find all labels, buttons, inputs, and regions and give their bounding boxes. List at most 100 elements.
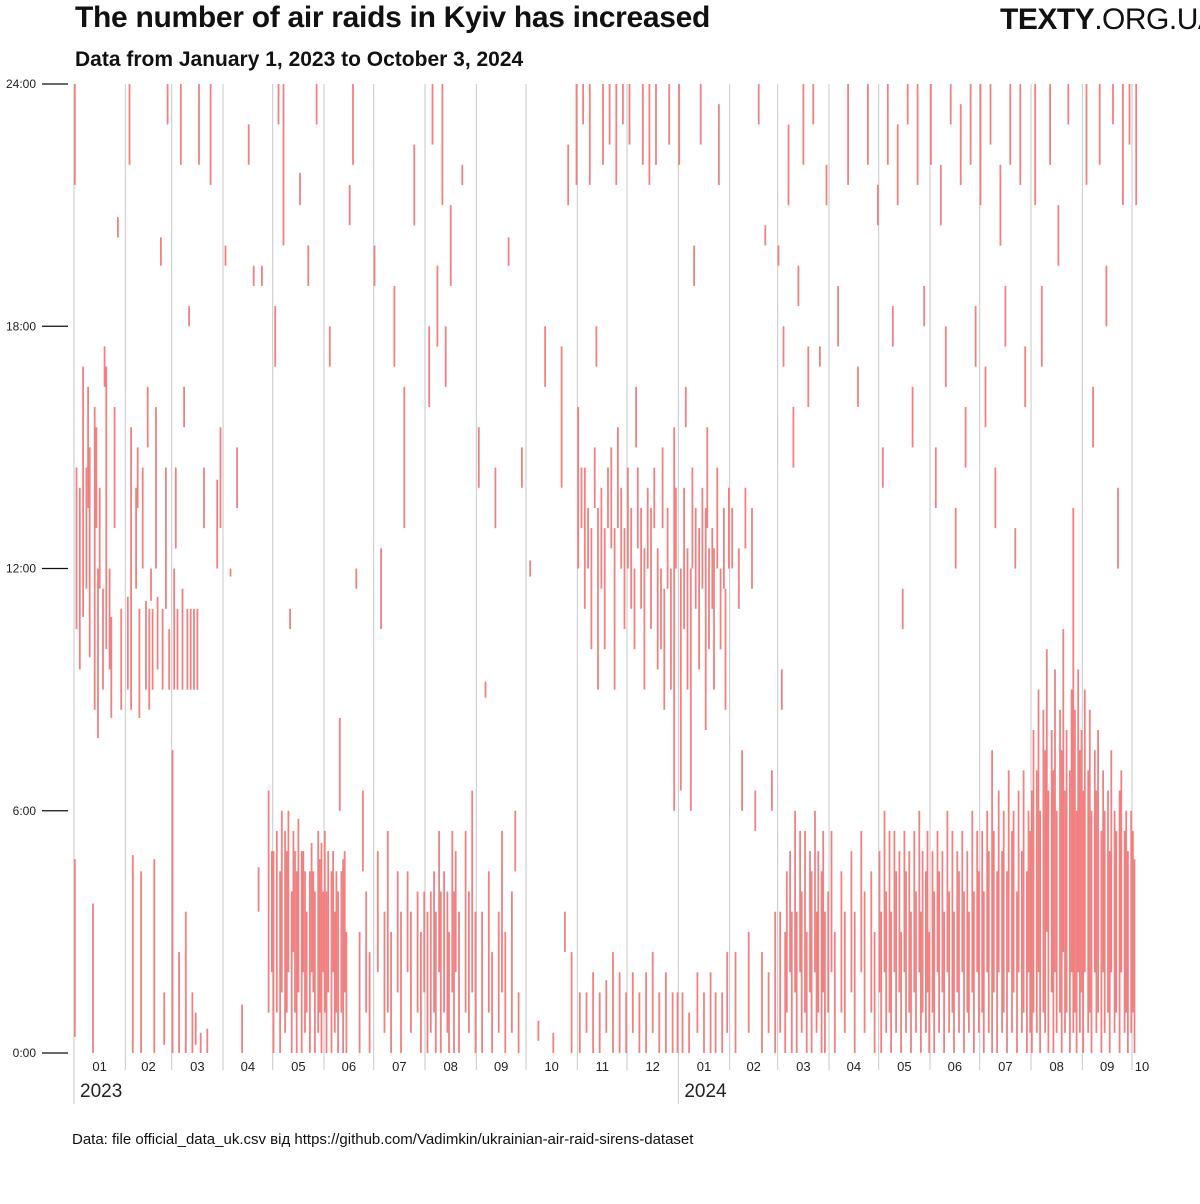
alert-bar — [830, 830, 833, 973]
alert-bar — [809, 851, 811, 993]
alert-bar — [782, 326, 785, 367]
alert-bar — [981, 830, 984, 1013]
alert-bar — [1065, 730, 1068, 1013]
alert-bar — [683, 487, 685, 630]
alert-bar — [289, 608, 291, 630]
alert-bar — [896, 124, 899, 206]
alert-bar — [275, 830, 278, 1013]
alert-bar — [969, 84, 972, 165]
alert-bar — [795, 911, 798, 1053]
alert-bar — [1052, 770, 1055, 1053]
alert-bar — [446, 891, 449, 1033]
alert-bar — [390, 931, 392, 1053]
alert-bar — [580, 467, 583, 529]
alert-bar — [320, 843, 323, 1053]
alert-bar — [471, 790, 474, 993]
logo-bold-text: TEXTY — [1000, 3, 1095, 36]
alert-bar — [631, 972, 634, 1033]
alert-bar — [931, 851, 934, 1013]
alert-bar — [145, 600, 147, 690]
alert-bar — [319, 859, 321, 1013]
alert-bar — [850, 851, 853, 993]
alert-bar — [920, 911, 922, 1053]
alert-bar — [635, 386, 637, 448]
alert-bar — [804, 830, 806, 1013]
alert-bar — [348, 184, 351, 226]
alert-bar — [173, 568, 176, 690]
alert-bar — [1037, 689, 1040, 973]
alert-bar — [701, 487, 704, 589]
alert-bar — [1102, 770, 1104, 973]
texty-logo[interactable]: TEXTY.ORG.UA — [1000, 2, 1200, 38]
alert-bar — [194, 1012, 197, 1045]
month-label: 05 — [897, 1059, 911, 1074]
alert-bar — [1093, 750, 1096, 973]
alert-bar — [1014, 528, 1017, 569]
alert-bar — [1087, 770, 1090, 1033]
alert-bar — [209, 84, 212, 185]
alert-bar — [994, 467, 997, 529]
alert-bar — [420, 931, 422, 1053]
alert-bar — [219, 427, 222, 529]
alert-bar — [910, 911, 912, 1053]
alert-bar — [521, 447, 523, 488]
alert-bar — [1077, 669, 1080, 973]
alert-bar — [73, 84, 76, 185]
alert-bar — [102, 588, 104, 690]
alert-bar — [236, 447, 238, 508]
alert-bar — [1118, 790, 1121, 1053]
alert-bar — [95, 427, 98, 529]
alert-bar — [376, 851, 379, 973]
alert-bar — [792, 407, 795, 468]
alert-bar — [767, 972, 770, 1033]
alert-bar — [603, 528, 606, 650]
alert-bar — [918, 810, 921, 973]
alert-bar — [870, 871, 873, 1013]
alert-bar — [679, 568, 682, 791]
alert-bar — [1002, 810, 1005, 1013]
alert-bar — [925, 871, 927, 1033]
alert-bar — [620, 487, 623, 569]
alert-bar — [949, 84, 952, 125]
alert-bar — [1064, 790, 1066, 1033]
alert-bar — [1083, 689, 1086, 973]
year-label: 2023 — [80, 1081, 122, 1102]
alert-bar — [340, 871, 343, 1013]
alert-bar — [605, 980, 608, 1033]
alert-bar — [292, 830, 295, 952]
alert-bar — [332, 851, 334, 973]
alert-bar — [451, 830, 454, 993]
alert-bar — [671, 992, 674, 1053]
alert-bar — [1100, 830, 1103, 1053]
alert-bar — [120, 608, 123, 710]
alert-bar — [229, 568, 232, 577]
alert-bar — [75, 467, 78, 630]
alert-bar — [643, 548, 646, 690]
alert-bar — [179, 84, 182, 165]
alert-bar — [529, 560, 532, 577]
alert-bar — [1110, 750, 1113, 973]
alert-bar — [987, 851, 990, 1033]
alert-bar — [699, 84, 702, 145]
alert-bar — [330, 871, 333, 1053]
alert-bar — [999, 164, 1002, 246]
alert-bar — [951, 830, 954, 1013]
alert-bar — [913, 830, 916, 993]
alert-bar — [1004, 285, 1007, 347]
alert-bar — [1088, 709, 1091, 1013]
alert-bar — [1006, 871, 1008, 1053]
alert-bar — [881, 447, 884, 488]
alert-bar — [646, 487, 649, 569]
alert-bar — [627, 467, 629, 569]
air-raid-timeline-chart: 0:00 6:00 12:00 18:00 24:00 01 02 03 04 05 06 07 08… — [6, 77, 1149, 1104]
alert-bar — [484, 681, 487, 698]
alert-bar — [597, 507, 599, 690]
alert-bar — [939, 164, 942, 226]
alert-bar — [1092, 386, 1094, 448]
alert-bar — [156, 596, 159, 670]
month-label: 07 — [998, 1059, 1012, 1074]
alert-bar — [468, 891, 470, 1033]
alert-bar — [1059, 709, 1061, 1013]
alert-bar — [1127, 851, 1129, 1053]
month-label: 09 — [1100, 1059, 1114, 1074]
